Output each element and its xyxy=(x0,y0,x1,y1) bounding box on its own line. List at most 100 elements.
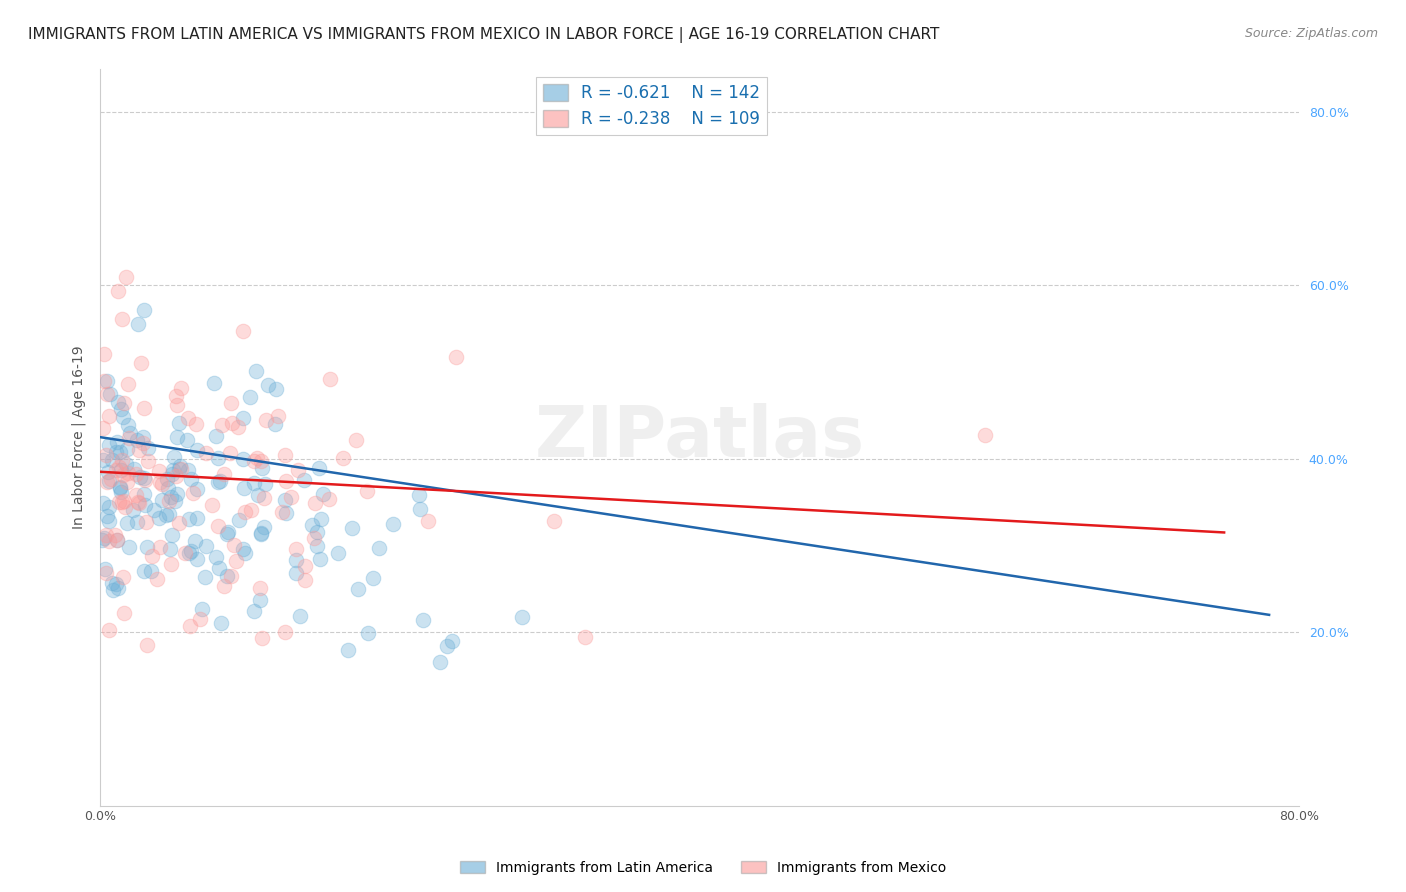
Point xyxy=(276,474,298,488)
Point xyxy=(160,490,183,504)
Point xyxy=(100,471,122,485)
Point xyxy=(250,454,273,468)
Point xyxy=(156,482,179,496)
Point xyxy=(219,445,242,459)
Point xyxy=(110,463,132,477)
Point xyxy=(110,495,132,509)
Point xyxy=(408,488,430,502)
Point xyxy=(176,433,198,447)
Point xyxy=(215,526,238,541)
Point xyxy=(287,462,309,476)
Point xyxy=(249,593,271,607)
Point xyxy=(105,533,128,547)
Point xyxy=(107,581,129,595)
Point xyxy=(167,416,190,430)
Point xyxy=(105,533,128,548)
Point xyxy=(356,484,378,499)
Point xyxy=(179,544,201,558)
Point xyxy=(308,461,330,475)
Point xyxy=(96,566,118,581)
Point xyxy=(177,462,200,476)
Point xyxy=(264,382,287,396)
Point xyxy=(131,436,153,450)
Point xyxy=(128,469,150,483)
Legend: R = -0.621    N = 142, R = -0.238    N = 109: R = -0.621 N = 142, R = -0.238 N = 109 xyxy=(536,77,766,135)
Point xyxy=(111,569,134,583)
Point xyxy=(108,459,131,474)
Point xyxy=(280,490,302,504)
Point xyxy=(245,364,267,378)
Point xyxy=(270,505,292,519)
Point xyxy=(183,534,205,549)
Legend: Immigrants from Latin America, Immigrants from Mexico: Immigrants from Latin America, Immigrant… xyxy=(454,855,952,880)
Point xyxy=(219,568,242,582)
Point xyxy=(143,503,166,517)
Point xyxy=(112,493,135,508)
Point xyxy=(166,487,188,501)
Text: ZIPatlas: ZIPatlas xyxy=(534,402,865,472)
Point xyxy=(305,539,328,553)
Point xyxy=(134,401,156,416)
Point xyxy=(247,488,270,502)
Point xyxy=(288,609,311,624)
Point xyxy=(284,552,307,566)
Point xyxy=(416,514,439,528)
Point xyxy=(117,377,139,392)
Point xyxy=(180,472,202,486)
Point xyxy=(217,524,239,539)
Point xyxy=(232,411,254,425)
Point xyxy=(98,500,121,514)
Point xyxy=(101,453,124,467)
Point xyxy=(253,519,276,533)
Point xyxy=(93,374,115,388)
Point xyxy=(219,395,242,409)
Point xyxy=(225,554,247,568)
Point xyxy=(249,582,271,596)
Point xyxy=(125,433,148,447)
Point xyxy=(186,510,208,524)
Point xyxy=(91,496,114,510)
Point xyxy=(112,410,135,425)
Point xyxy=(510,610,533,624)
Point xyxy=(166,430,188,444)
Point xyxy=(209,615,232,630)
Point xyxy=(122,502,145,516)
Point xyxy=(318,492,340,507)
Point xyxy=(344,433,367,447)
Point xyxy=(207,475,229,489)
Point xyxy=(108,480,131,494)
Point xyxy=(326,546,349,560)
Point xyxy=(574,631,596,645)
Point xyxy=(285,542,308,557)
Point xyxy=(112,606,135,620)
Point xyxy=(94,562,117,576)
Point xyxy=(221,416,243,430)
Point xyxy=(233,505,256,519)
Point xyxy=(340,520,363,534)
Point xyxy=(97,438,120,452)
Point xyxy=(179,619,201,633)
Point xyxy=(104,528,127,542)
Point xyxy=(232,481,254,495)
Point xyxy=(543,514,565,528)
Point xyxy=(238,390,260,404)
Point xyxy=(292,473,315,487)
Point xyxy=(122,462,145,476)
Point xyxy=(243,475,266,490)
Point xyxy=(181,485,204,500)
Point xyxy=(318,372,340,386)
Point xyxy=(177,411,200,425)
Point xyxy=(110,402,132,417)
Point xyxy=(91,453,114,467)
Point xyxy=(148,511,170,525)
Point xyxy=(361,572,384,586)
Point xyxy=(274,624,297,639)
Point xyxy=(311,512,333,526)
Point xyxy=(134,303,156,318)
Point xyxy=(127,495,149,509)
Point xyxy=(97,534,120,549)
Point xyxy=(110,485,132,500)
Point xyxy=(97,465,120,479)
Point xyxy=(150,477,173,491)
Point xyxy=(91,533,114,547)
